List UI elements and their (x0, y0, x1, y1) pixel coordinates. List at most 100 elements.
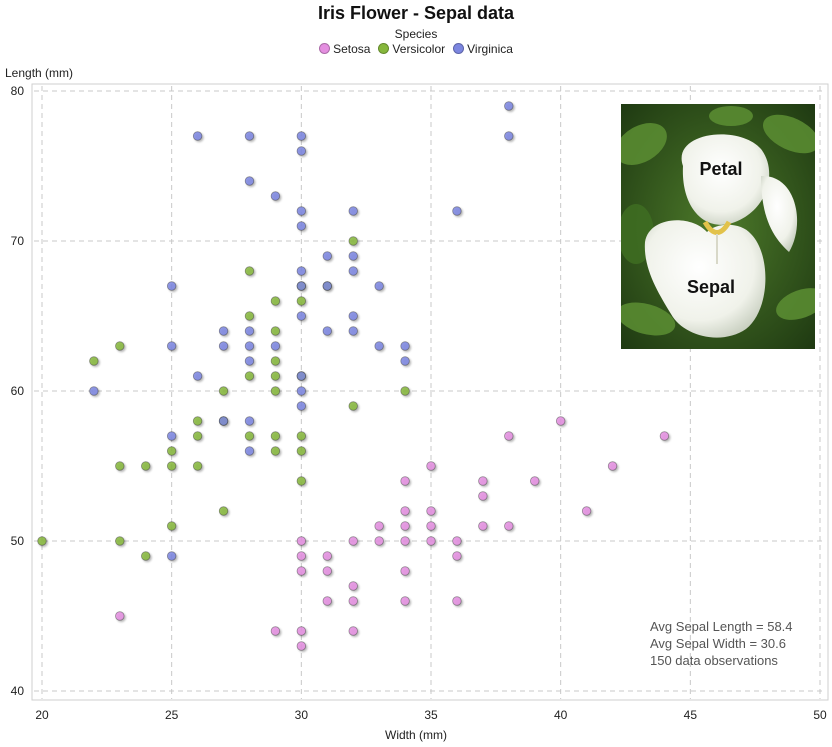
data-point-versicolor (296, 446, 307, 456)
data-point-virginica (296, 221, 307, 231)
data-point-versicolor (115, 536, 125, 546)
data-point-versicolor (192, 416, 203, 426)
data-point-virginica (89, 386, 99, 396)
data-point-virginica (322, 251, 332, 261)
inset-label-sepal: Sepal (687, 277, 735, 297)
data-point-virginica (296, 401, 307, 411)
data-point-virginica (504, 101, 514, 111)
data-point-virginica (348, 251, 358, 261)
data-point-virginica (192, 131, 203, 141)
data-point-versicolor (192, 461, 203, 471)
legend-swatch (378, 43, 390, 54)
x-tick-label: 50 (813, 708, 827, 722)
data-point-setosa (296, 536, 307, 546)
data-point-versicolor (270, 446, 281, 456)
x-axis-label: Width (mm) (385, 728, 447, 742)
data-point-versicolor (270, 371, 281, 381)
x-tick-label: 35 (424, 708, 438, 722)
data-point-versicolor (296, 431, 307, 441)
data-point-versicolor (270, 431, 281, 441)
data-point-setosa (530, 476, 540, 486)
data-point-virginica (296, 206, 307, 216)
data-point-versicolor (270, 356, 281, 366)
data-point-versicolor (166, 521, 177, 531)
data-point-virginica (296, 131, 307, 141)
data-point-virginica (374, 341, 384, 351)
legend-swatch (319, 43, 331, 54)
data-point-virginica (244, 446, 255, 456)
data-point-virginica (192, 371, 203, 381)
data-point-versicolor (270, 386, 281, 396)
legend-title: Species (394, 27, 438, 41)
data-point-setosa (400, 506, 410, 516)
data-point-setosa (322, 596, 332, 606)
data-point-virginica (244, 326, 255, 336)
data-point-versicolor (115, 461, 125, 471)
data-point-virginica (166, 281, 177, 291)
iris-photo-inset: Petal Sepal (621, 104, 815, 349)
data-point-setosa (555, 416, 566, 426)
data-point-setosa (270, 626, 281, 636)
y-tick-label: 80 (11, 84, 25, 98)
data-point-setosa (348, 581, 358, 591)
data-points (37, 101, 670, 651)
y-tick-label: 50 (11, 534, 25, 548)
legend-label: Versicolor (392, 42, 446, 56)
data-point-setosa (452, 596, 462, 606)
x-tick-label: 25 (165, 708, 179, 722)
data-point-setosa (374, 536, 384, 546)
data-point-virginica (218, 326, 229, 336)
data-point-setosa (659, 431, 670, 441)
legend: Species Setosa Versicolor Virginica (0, 27, 832, 56)
data-point-setosa (348, 596, 358, 606)
data-point-virginica (504, 131, 514, 141)
legend-item-setosa: Setosa (319, 42, 370, 56)
data-point-versicolor (270, 296, 281, 306)
data-point-setosa (400, 596, 410, 606)
data-point-versicolor (37, 536, 47, 546)
x-tick-label: 30 (295, 708, 309, 722)
data-point-virginica (296, 266, 307, 276)
data-point-versicolor (218, 506, 229, 516)
data-point-virginica (348, 311, 358, 321)
data-point-virginica (400, 341, 410, 351)
data-point-setosa (452, 551, 462, 561)
data-point-virginica (270, 191, 281, 201)
data-point-setosa (504, 431, 514, 441)
legend-item-versicolor: Versicolor (378, 42, 445, 56)
data-point-setosa (426, 521, 436, 531)
data-point-setosa (296, 551, 307, 561)
data-point-virginica (244, 416, 255, 426)
data-point-virginica (218, 341, 229, 351)
data-point-setosa (426, 461, 436, 471)
stat-avg-width: Avg Sepal Width = 30.6 (650, 636, 786, 651)
iris-flower (644, 134, 798, 338)
data-point-versicolor (296, 296, 307, 306)
y-tick-label: 60 (11, 384, 25, 398)
x-tick-label: 20 (35, 708, 49, 722)
data-point-virginica (166, 431, 177, 441)
data-point-setosa (426, 536, 436, 546)
data-point-virginica (322, 326, 332, 336)
data-point-versicolor (166, 461, 177, 471)
data-point-virginica (244, 131, 255, 141)
data-point-setosa (452, 536, 462, 546)
data-point-virginica (348, 206, 358, 216)
data-point-setosa (504, 521, 514, 531)
data-point-versicolor (348, 401, 358, 411)
data-point-setosa (374, 521, 384, 531)
y-axis-label: Length (mm) (5, 66, 74, 80)
data-point-setosa (426, 506, 436, 516)
data-point-virginica (452, 206, 462, 216)
stat-avg-length: Avg Sepal Length = 58.4 (650, 619, 793, 634)
data-point-virginica (166, 341, 177, 351)
stats-annotation: Avg Sepal Length = 58.4 Avg Sepal Width … (650, 618, 793, 669)
data-point-setosa (581, 506, 592, 516)
data-point-setosa (322, 566, 332, 576)
data-point-versicolor (192, 431, 203, 441)
data-point-versicolor (270, 326, 281, 336)
data-point-setosa (322, 551, 332, 561)
data-point-virginica (166, 551, 177, 561)
data-point-setosa (478, 491, 488, 501)
